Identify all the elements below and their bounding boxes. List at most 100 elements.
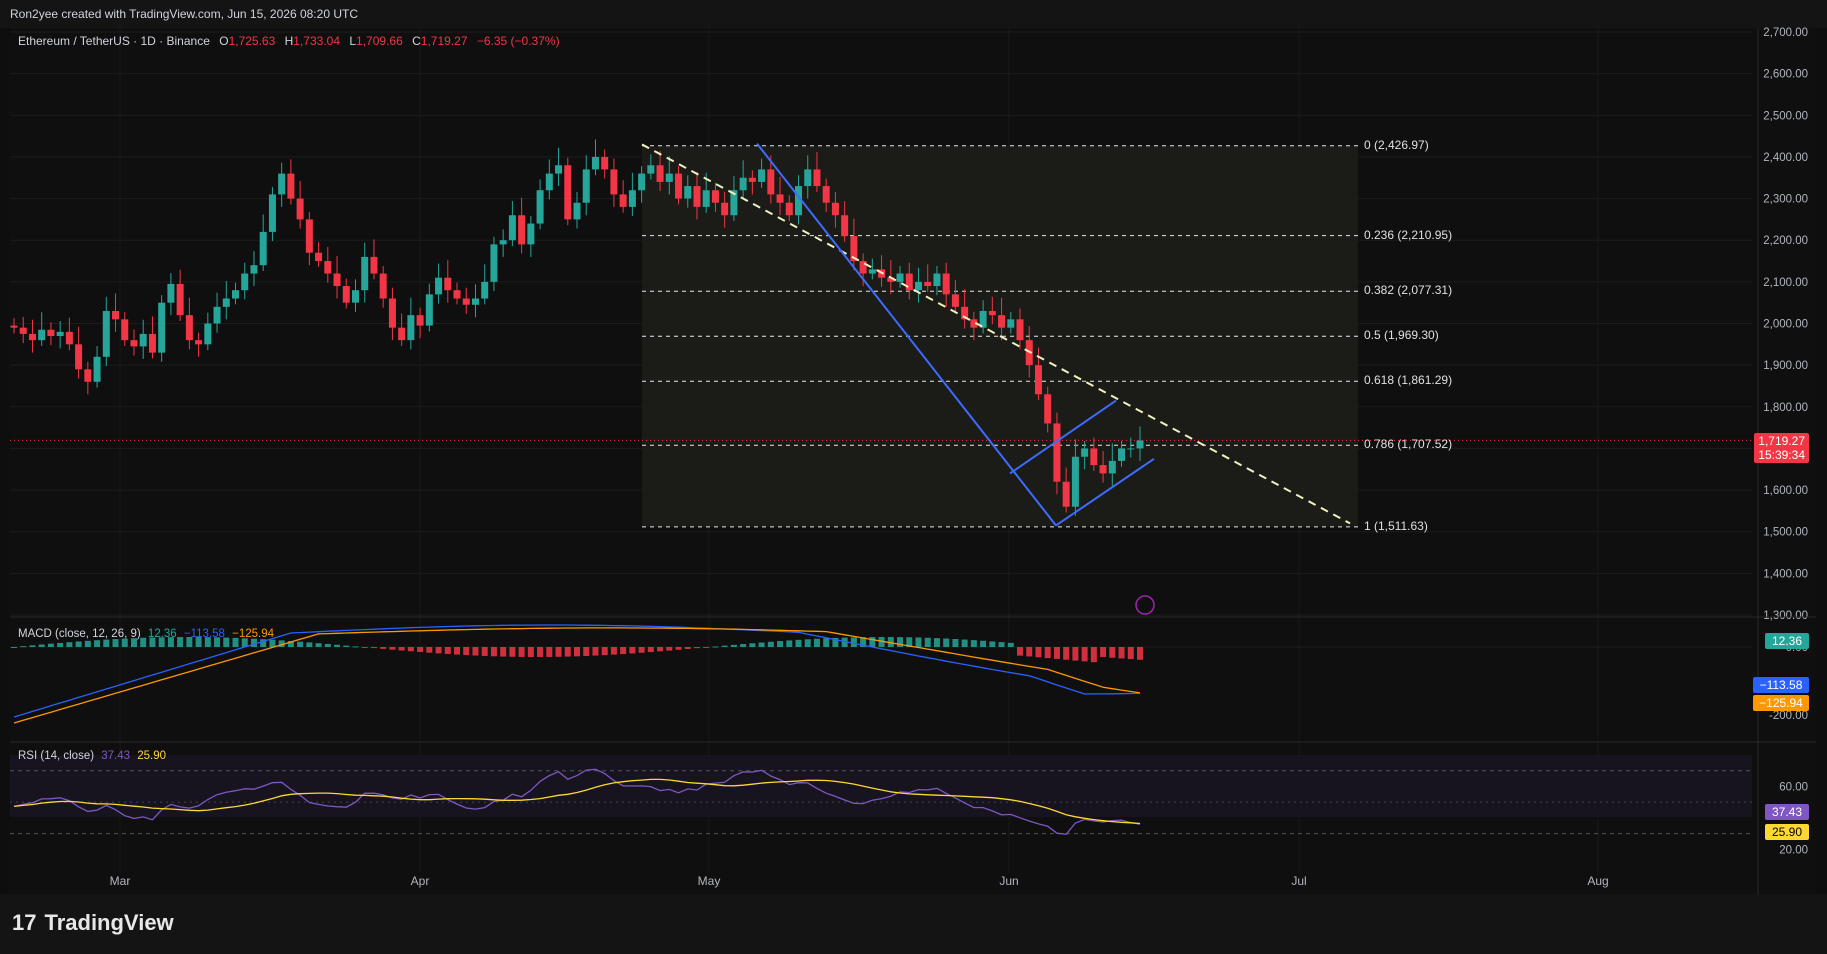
candle-48-body (444, 277, 452, 291)
candle-114-body (1053, 423, 1061, 482)
candle-9-body (84, 369, 92, 382)
macd-histogram-bar (398, 647, 405, 651)
tradingview-brand[interactable]: 17 TradingView (12, 910, 174, 936)
macd-histogram-bar (112, 639, 119, 647)
macd-histogram-bar (1053, 647, 1060, 659)
candle-59-body (545, 173, 553, 191)
fib-level-label: 0.382 (2,077.31) (1364, 283, 1453, 298)
macd-histogram-bar (204, 637, 211, 647)
candle-14-body (130, 340, 138, 347)
macd-histogram-bar (38, 644, 45, 647)
candle-26-body (241, 273, 249, 291)
macd-histogram-bar (278, 640, 285, 647)
macd-histogram-bar (813, 638, 820, 647)
macd-histogram-bar (721, 645, 728, 647)
rsi-ma-tag: 25.90 (1765, 824, 1809, 840)
candle-31-body (287, 173, 295, 199)
fib-level-label: 0.618 (1,861.29) (1364, 373, 1453, 388)
macd-line (13, 624, 1141, 718)
macd-histogram-bar (1109, 647, 1116, 658)
macd-histogram-bar (130, 638, 137, 647)
candle-16-body (148, 333, 156, 353)
macd-histogram-bar (850, 637, 857, 647)
macd-line-tag: −113.58 (1753, 677, 1809, 693)
macd-histogram-bar (66, 642, 73, 647)
candle-86-body (795, 186, 803, 216)
fib-level-label: 0.786 (1,707.52) (1364, 437, 1453, 452)
macd-histogram-bar (361, 647, 368, 648)
macd-histogram-bar (693, 647, 700, 649)
rsi-title[interactable]: RSI (14, close) (18, 750, 95, 762)
macd-histogram-bar (297, 641, 304, 647)
macd-histogram-bar (241, 638, 248, 647)
price-axis-label: 1,900.00 (1763, 360, 1808, 372)
macd-histogram-bar (223, 637, 230, 647)
macd-histogram-bar (444, 647, 451, 654)
macd-histogram-bar (1127, 647, 1134, 660)
candle-96-body (887, 277, 895, 282)
price-axis-label: 2,700.00 (1763, 27, 1808, 39)
chart-canvas[interactable]: 2,700.00 2,600.00 2,500.00 2,400.00 2,300.00… (0, 0, 1827, 894)
low-label: L (349, 34, 357, 48)
macd-histogram-bar (933, 638, 940, 647)
candle-21-body (195, 340, 203, 345)
candle-38-body (351, 290, 359, 303)
macd-histogram-bar (343, 645, 350, 647)
macd-histogram-bar (306, 642, 313, 647)
macd-histogram-bar (167, 637, 174, 647)
candle-71-body (656, 165, 664, 182)
candle-41-body (379, 273, 387, 299)
rsi-band (10, 755, 1752, 817)
macd-histogram-bar (29, 645, 36, 647)
macd-histogram-bar (1118, 647, 1125, 659)
macd-histogram-bar (537, 647, 544, 657)
high-value: 1,733.04 (293, 34, 341, 48)
time-axis-label: Jun (999, 874, 1018, 888)
candle-34-body (315, 252, 323, 262)
time-axis-label: May (698, 874, 721, 888)
candle-108-body (998, 315, 1006, 328)
candle-101-body (933, 273, 941, 287)
macd-histogram-bar (370, 647, 377, 649)
candle-53-body (490, 244, 498, 282)
macd-histogram-bar (620, 647, 627, 655)
candle-76-body (702, 190, 710, 207)
macd-histogram-bar (232, 637, 239, 647)
macd-histogram-bar (657, 647, 664, 652)
macd-histogram-bar (140, 637, 147, 647)
candle-75-body (693, 186, 701, 207)
candle-63-body (582, 169, 590, 203)
macd-histogram-bar (730, 644, 737, 647)
candle-5-body (47, 329, 55, 336)
candle-98-body (905, 273, 913, 291)
candle-115-body (1062, 481, 1070, 507)
macd-histogram-bar (472, 647, 479, 656)
macd-histogram-bar (915, 637, 922, 647)
symbol-title[interactable]: Ethereum / TetherUS · 1D · Binance (18, 34, 210, 48)
macd-histogram-bar (1072, 647, 1079, 661)
candle-85-body (785, 202, 793, 216)
macd-histogram-bar (463, 647, 470, 656)
macd-title[interactable]: MACD (close, 12, 26, 9) (18, 628, 141, 640)
macd-histogram-bar (103, 639, 110, 647)
high-label: H (284, 34, 294, 48)
macd-histogram-bar (490, 647, 497, 657)
macd-histogram-bar (583, 647, 590, 656)
macd-histogram-bar (647, 647, 654, 653)
macd-histogram-bar (703, 647, 710, 648)
macd-histogram-bar (980, 640, 987, 647)
tradingview-logo-icon: 17 (12, 910, 37, 935)
macd-histogram-bar (887, 637, 894, 647)
macd-axis-label: -200.00 (1769, 710, 1808, 722)
macd-histogram-bar (869, 637, 876, 647)
candle-18-body (167, 283, 175, 303)
macd-histogram-bar (860, 637, 867, 647)
macd-histogram-bar (260, 639, 267, 647)
macd-histogram-bar (897, 637, 904, 647)
macd-histogram-bar (269, 639, 276, 647)
rsi-ma-legend: 25.90 (137, 750, 167, 762)
macd-histogram-bar (407, 647, 414, 652)
candle-50-body (462, 298, 470, 305)
fib-level-label: 0.5 (1,969.30) (1364, 328, 1439, 343)
macd-hist-tag: 12.36 (1765, 633, 1809, 649)
